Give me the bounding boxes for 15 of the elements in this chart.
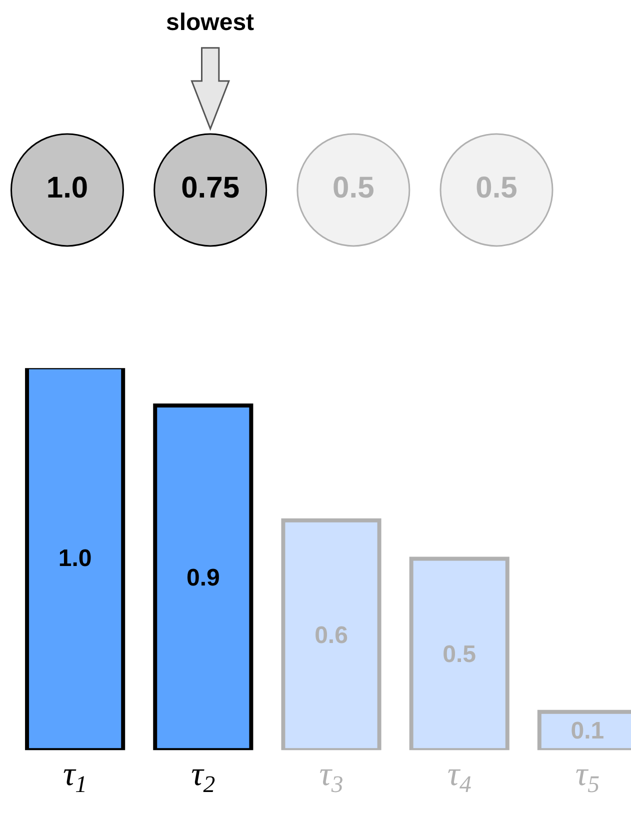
text: 0.75 bbox=[181, 171, 240, 204]
data-label: 0.1 bbox=[570, 717, 604, 744]
text: 0.5 bbox=[332, 171, 374, 204]
data-label: 0.9 bbox=[186, 564, 220, 592]
x-tick-label: τ$_{2}$ bbox=[191, 756, 216, 798]
data-label: 0.5 bbox=[442, 640, 476, 668]
text: slowest bbox=[166, 9, 254, 36]
x-tick-label: τ$_{5}$ bbox=[575, 756, 600, 798]
x-tick-label: τ$_{3}$ bbox=[319, 756, 344, 798]
text: 0.5 bbox=[476, 171, 518, 204]
data-label: 1.0 bbox=[58, 545, 92, 572]
text: 1.0 bbox=[46, 171, 88, 204]
x-tick-label: τ$_{1}$ bbox=[63, 756, 88, 798]
data-label: 0.6 bbox=[314, 622, 348, 649]
x-tick-label: τ$_{4}$ bbox=[447, 756, 472, 798]
